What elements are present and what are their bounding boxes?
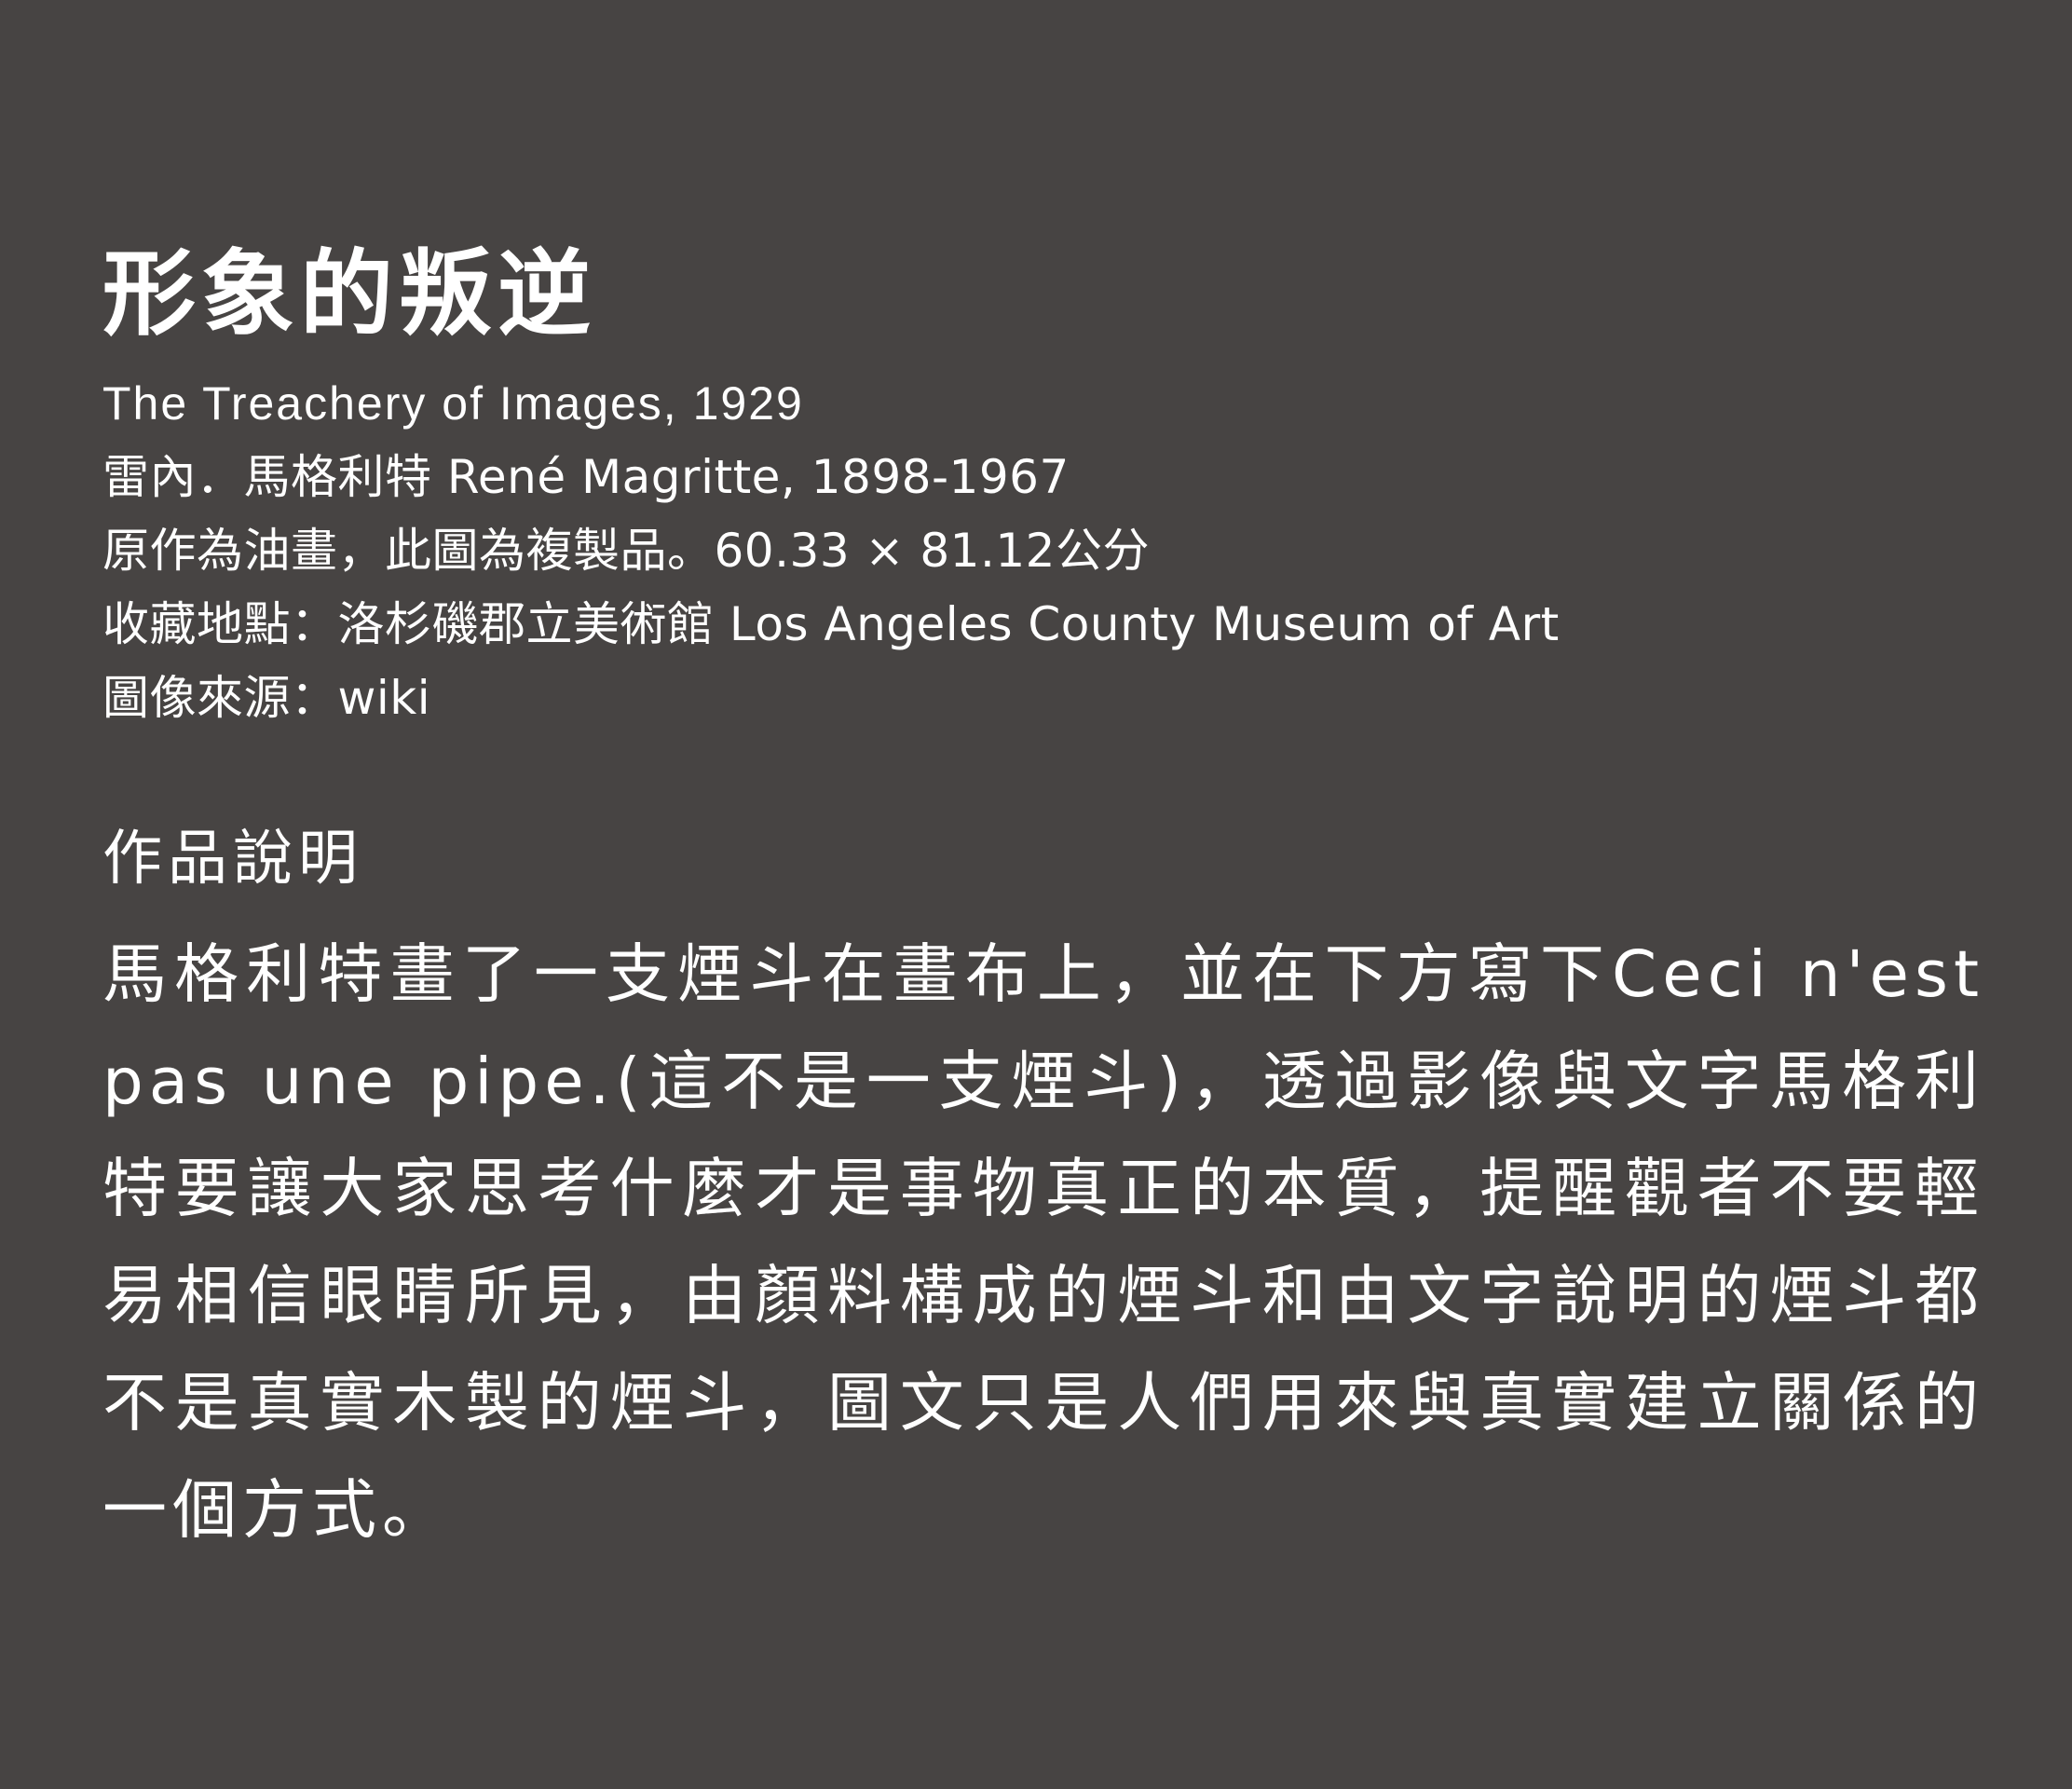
image-source-line: 圖像來源：wiki — [102, 662, 1984, 735]
artwork-title-en: The Treachery of Images, 1929 — [102, 367, 1984, 441]
artwork-title-zh: 形象的叛逆 — [102, 233, 1984, 354]
collection-line: 收藏地點：洛杉磯郡立美術館 Los Angeles County Museum … — [102, 588, 1984, 662]
description-heading: 作品說明 — [102, 817, 1984, 901]
artwork-meta: The Treachery of Images, 1929 雷內．馬格利特 Re… — [102, 367, 1984, 735]
description-body: 馬格利特畫了一支煙斗在畫布上，並在下方寫下Ceci n'est pas une … — [102, 922, 1984, 1564]
artist-line: 雷內．馬格利特 René Magritte, 1898-1967 — [102, 441, 1984, 514]
medium-line: 原作為油畫，此圖為複製品。60.33 × 81.12公分 — [102, 514, 1984, 588]
artwork-label: 形象的叛逆 The Treachery of Images, 1929 雷內．馬… — [102, 233, 1984, 1564]
